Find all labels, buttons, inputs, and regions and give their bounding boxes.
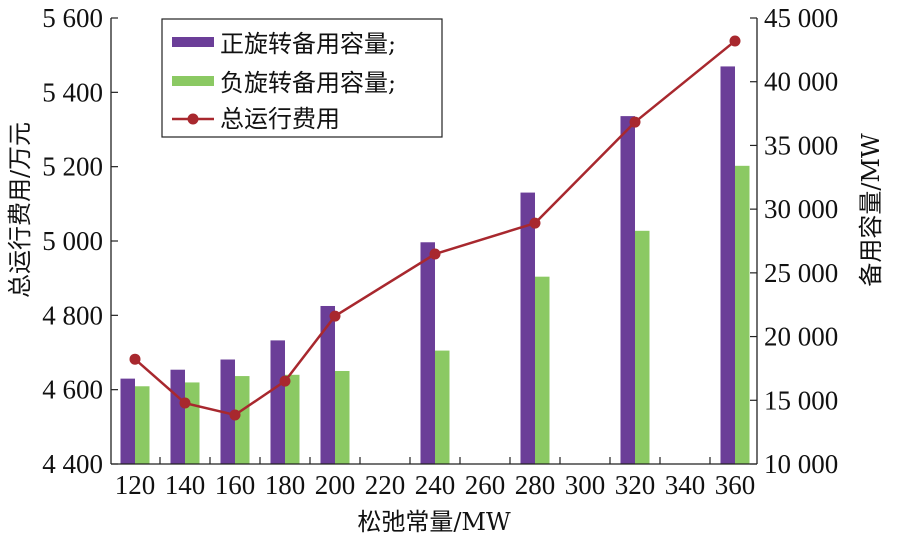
bar-negative-120 — [135, 386, 150, 464]
cost-point-360 — [729, 35, 741, 47]
bar-negative-200 — [335, 370, 350, 464]
bar-positive-320 — [620, 116, 635, 465]
cost-point-200 — [329, 310, 341, 322]
ticks-group: 4 400 4 600 4 800 5 000 5 200 5 400 5 600 10 00… — [42, 3, 838, 500]
left-tick-label-5200: 5 200 — [42, 152, 103, 182]
cost-point-180 — [279, 375, 291, 387]
bar-positive-280 — [520, 192, 535, 464]
left-tick-label-5000: 5 000 — [42, 226, 103, 256]
left-tick-label-4800: 4 800 — [42, 300, 103, 330]
legend-swatch-cost-marker — [187, 113, 199, 125]
right-tick-label-40000: 40 000 — [764, 67, 838, 97]
x-tick-label-220: 220 — [365, 470, 406, 500]
x-tick-label-240: 240 — [415, 470, 456, 500]
right-tick-label-45000: 45 000 — [764, 3, 838, 33]
left-tick-label-5600: 5 600 — [42, 3, 103, 33]
bar-positive-240 — [420, 242, 435, 464]
x-tick-label-360: 360 — [715, 470, 756, 500]
bars-group — [120, 66, 750, 465]
cost-point-120 — [129, 353, 141, 365]
cost-point-140 — [179, 397, 191, 409]
bar-positive-360 — [720, 66, 735, 465]
left-y-axis-title: 总运行费用/万元 — [6, 122, 34, 298]
legend: 正旋转备用容量; 负旋转备用容量; 总运行费用 — [161, 18, 443, 138]
x-tick-label-260: 260 — [465, 470, 506, 500]
bar-negative-180 — [285, 374, 300, 464]
right-tick-label-25000: 25 000 — [764, 258, 838, 288]
x-tick-label-140: 140 — [165, 470, 206, 500]
bar-positive-120 — [120, 378, 135, 464]
left-tick-label-4400: 4 400 — [42, 449, 103, 479]
x-tick-label-180: 180 — [265, 470, 306, 500]
legend-swatch-positive — [172, 37, 214, 47]
bar-positive-160 — [220, 359, 235, 464]
bar-negative-280 — [535, 276, 550, 464]
cost-point-320 — [629, 116, 641, 128]
legend-label-positive: 正旋转备用容量; — [220, 30, 396, 58]
x-axis-title: 松弛常量/MW — [357, 508, 511, 536]
left-tick-label-5400: 5 400 — [42, 77, 103, 107]
right-tick-label-10000: 10 000 — [764, 449, 838, 479]
legend-swatch-negative — [172, 76, 214, 86]
cost-point-240 — [429, 248, 441, 260]
cost-point-280 — [529, 217, 541, 229]
bar-negative-240 — [435, 350, 450, 464]
x-tick-label-340: 340 — [665, 470, 706, 500]
right-tick-label-30000: 30 000 — [764, 194, 838, 224]
bar-positive-200 — [320, 305, 335, 464]
legend-label-negative: 负旋转备用容量; — [220, 69, 396, 97]
legend-label-cost: 总运行费用 — [220, 105, 340, 133]
x-tick-label-200: 200 — [315, 470, 356, 500]
bar-negative-360 — [735, 165, 750, 464]
bar-positive-140 — [170, 369, 185, 464]
bar-negative-160 — [235, 376, 250, 464]
cost-point-160 — [229, 409, 241, 421]
bar-negative-140 — [185, 382, 200, 464]
right-tick-label-35000: 35 000 — [764, 130, 838, 160]
right-tick-label-15000: 15 000 — [764, 385, 838, 415]
x-tick-label-120: 120 — [115, 470, 156, 500]
x-tick-label-320: 320 — [615, 470, 656, 500]
bar-negative-320 — [635, 230, 650, 464]
right-tick-label-20000: 20 000 — [764, 322, 838, 352]
x-tick-label-280: 280 — [515, 470, 556, 500]
right-y-axis-title: 备用容量/MW — [857, 133, 885, 287]
cost-line-group — [129, 35, 741, 421]
left-tick-label-4600: 4 600 — [42, 375, 103, 405]
x-tick-label-160: 160 — [215, 470, 256, 500]
x-tick-label-300: 300 — [565, 470, 606, 500]
bar-positive-180 — [270, 340, 285, 464]
